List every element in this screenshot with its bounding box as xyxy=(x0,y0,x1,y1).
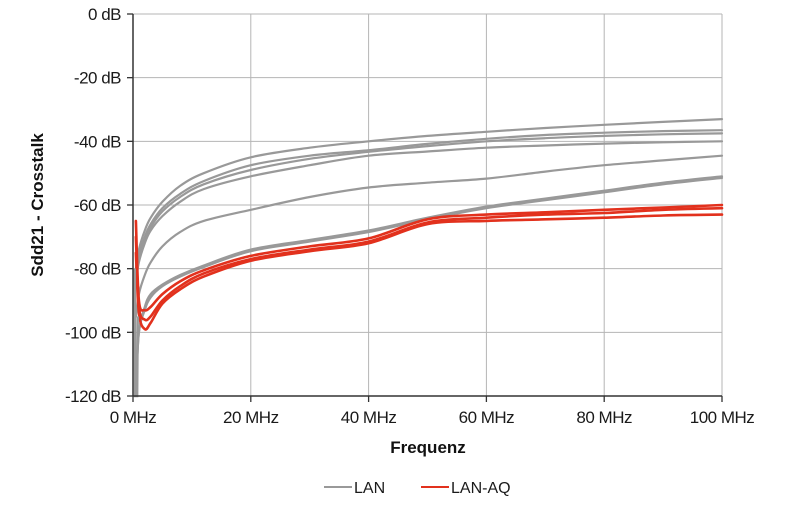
y-tick-label: 0 dB xyxy=(88,5,121,24)
series-lan xyxy=(134,140,724,283)
x-axis-ticks: 0 MHz 20 MHz 40 MHz 60 MHz 80 MHz 100 MHz xyxy=(110,408,755,427)
legend-item-lan: LAN xyxy=(324,480,385,497)
y-tick-label: -20 dB xyxy=(74,69,121,88)
series-lan xyxy=(134,175,724,391)
grid-lines xyxy=(133,13,723,396)
legend-label-lan: LAN xyxy=(354,480,385,497)
x-tick-label: 60 MHz xyxy=(459,408,515,427)
series-lan-aq xyxy=(134,206,724,322)
y-tick-label: -100 dB xyxy=(65,323,121,342)
series-lan xyxy=(134,132,724,280)
data-series xyxy=(133,118,724,398)
y-tick-label: -80 dB xyxy=(74,260,121,279)
x-tick-label: 0 MHz xyxy=(110,408,157,427)
series-lan xyxy=(134,154,724,318)
legend-item-lan-aq: LAN-AQ xyxy=(421,480,511,497)
x-tick-label: 80 MHz xyxy=(576,408,632,427)
series-lan xyxy=(134,129,724,277)
legend: LAN LAN-AQ xyxy=(324,480,511,497)
y-axis-title: Sdd21 - Crosstalk xyxy=(28,133,47,277)
series-lan xyxy=(134,176,724,391)
y-tick-label: -120 dB xyxy=(65,387,121,406)
legend-label-lan-aq: LAN-AQ xyxy=(451,480,511,497)
x-axis-title: Frequenz xyxy=(390,438,466,457)
axes xyxy=(127,13,723,402)
y-tick-label: -40 dB xyxy=(74,132,121,151)
x-tick-label: 100 MHz xyxy=(690,408,755,427)
x-tick-label: 20 MHz xyxy=(223,408,279,427)
series-lan-aq xyxy=(134,213,724,331)
y-tick-label: -60 dB xyxy=(74,196,121,215)
series-lan xyxy=(134,118,724,270)
series-lan-aq xyxy=(134,203,724,312)
x-tick-label: 40 MHz xyxy=(341,408,397,427)
y-axis-ticks: 0 dB -20 dB -40 dB -60 dB -80 dB -100 dB -120 … xyxy=(65,5,122,406)
